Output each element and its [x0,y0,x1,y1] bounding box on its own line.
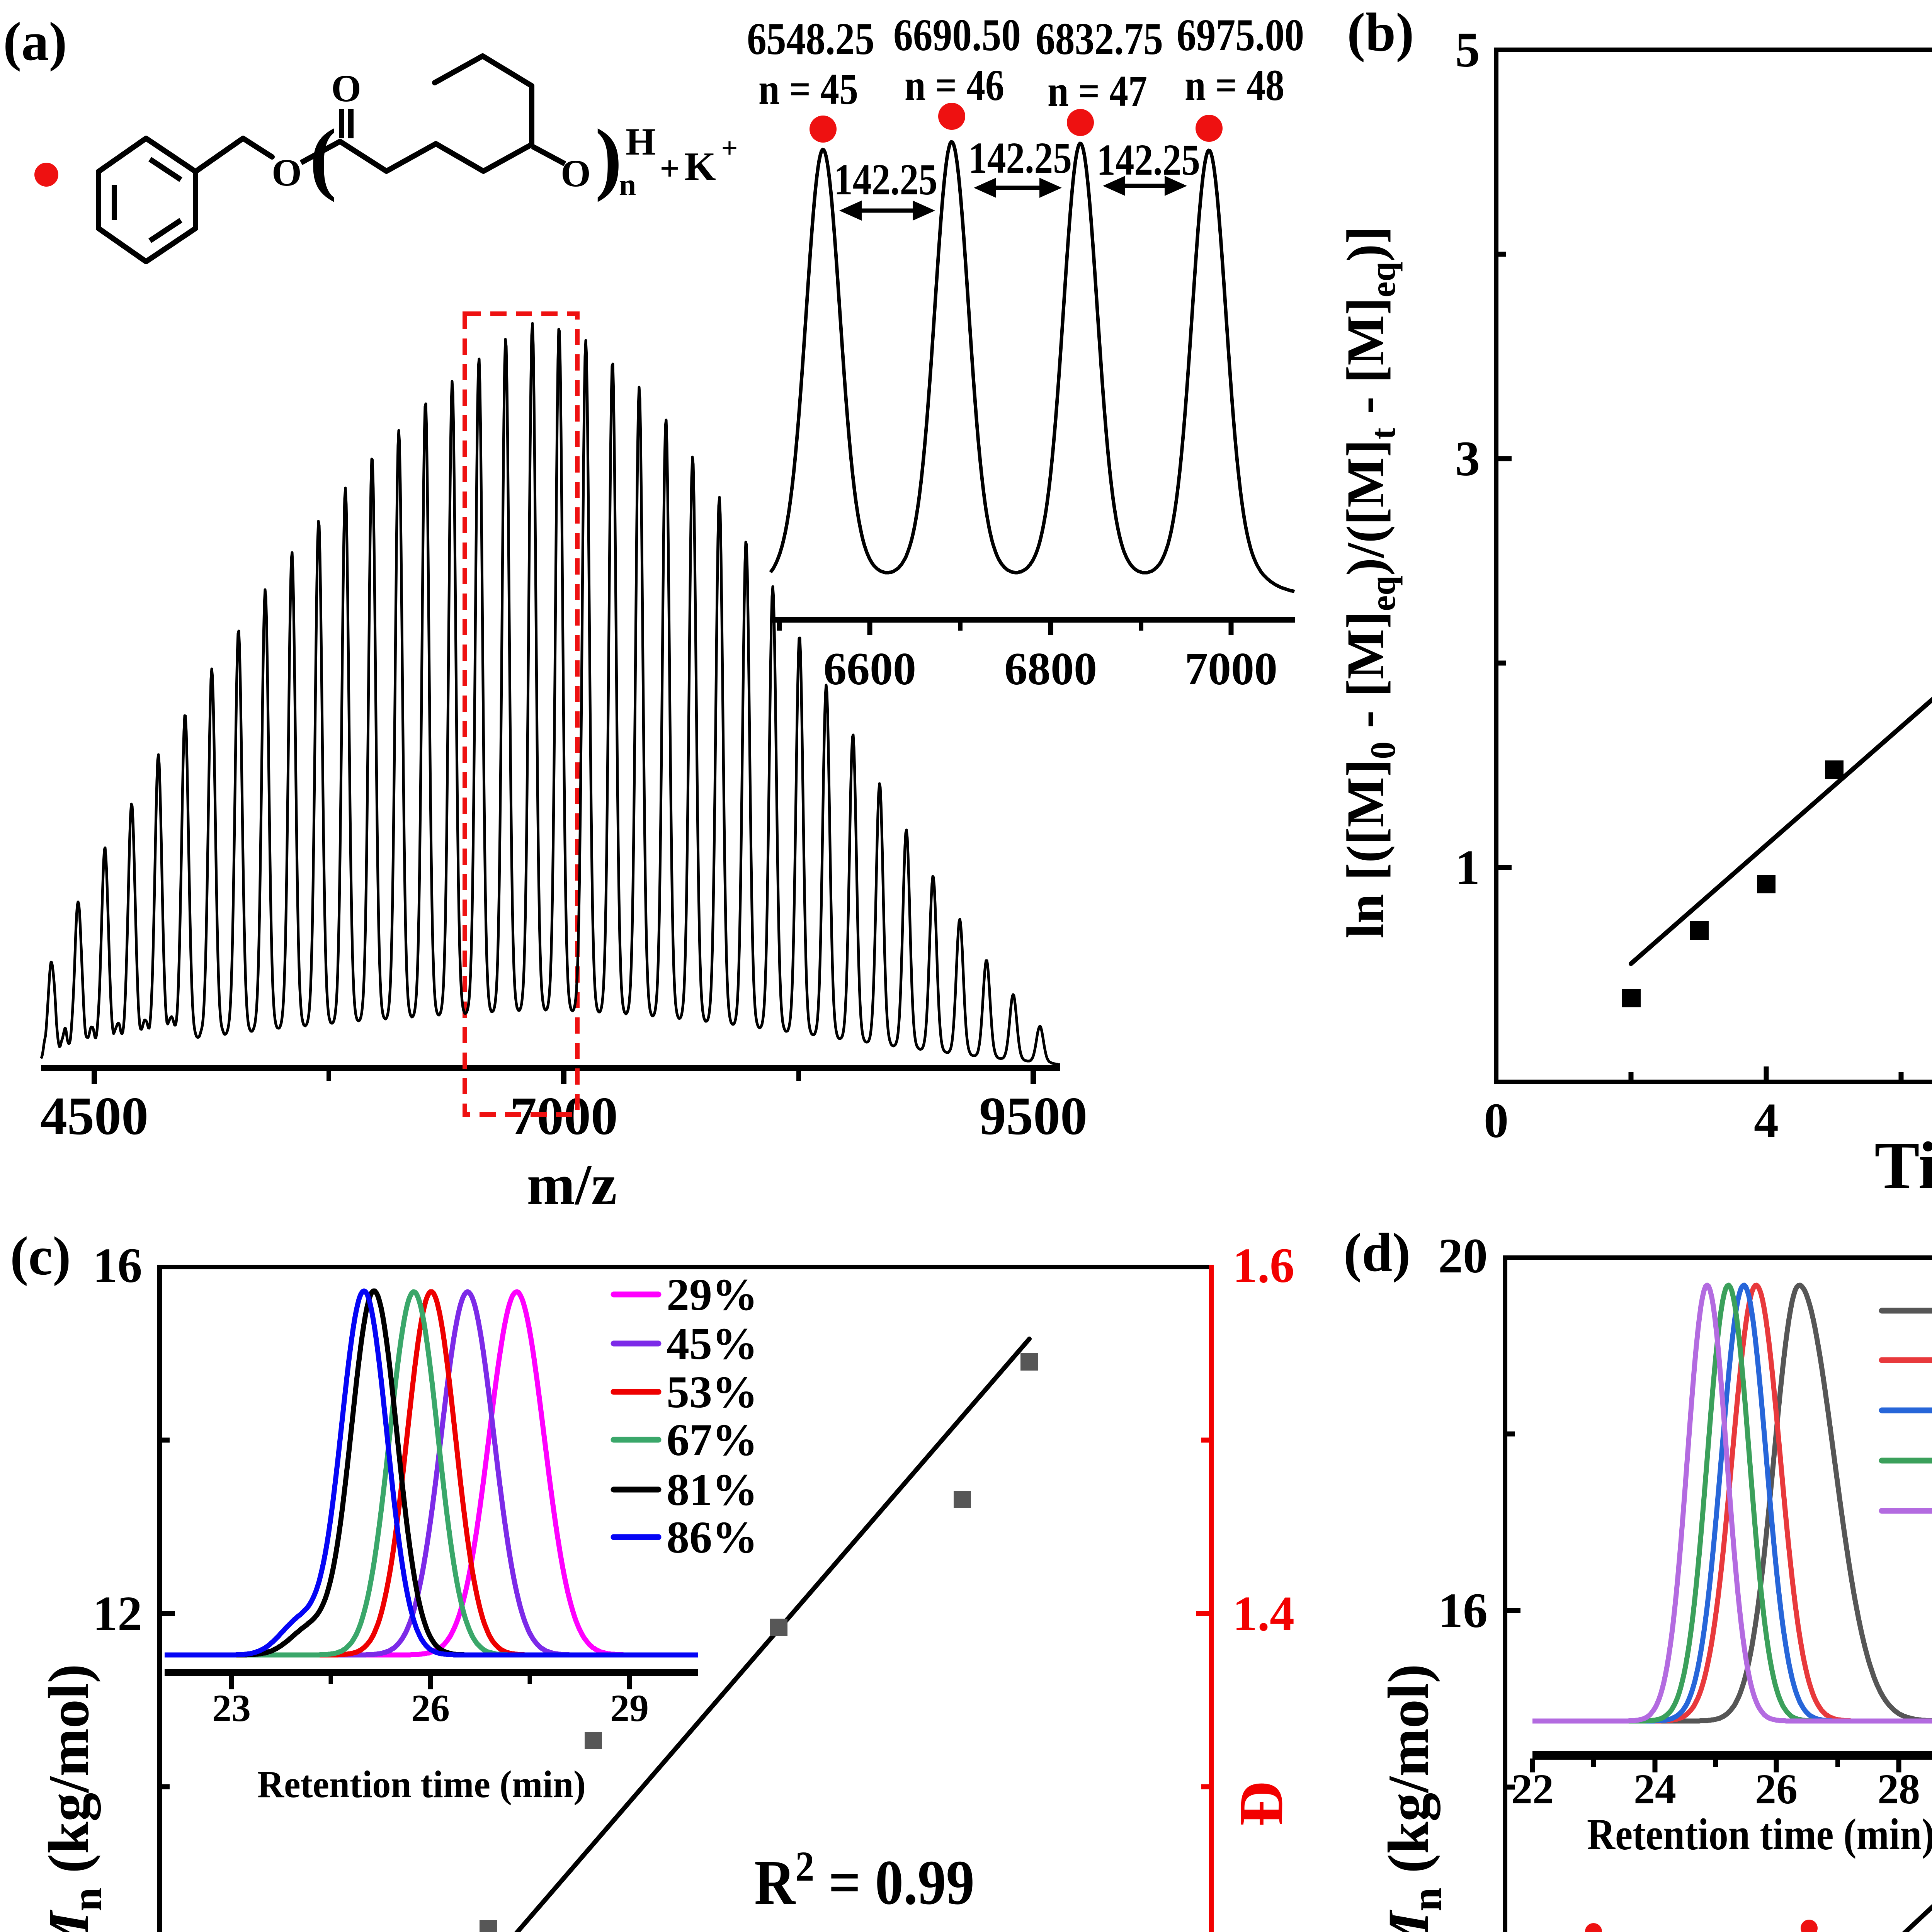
svg-text:53%: 53% [667,1367,758,1417]
svg-text:9500: 9500 [979,1086,1087,1146]
svg-text:142.25: 142.25 [1097,135,1200,184]
svg-text:O: O [272,151,302,194]
svg-text:28: 28 [1878,1765,1920,1813]
svg-text:n = 45: n = 45 [759,65,858,114]
svg-text:3: 3 [1455,431,1480,486]
svg-text:142.25: 142.25 [968,133,1072,182]
svg-text:H: H [626,120,656,163]
svg-text:142.25: 142.25 [834,155,937,204]
svg-text:20: 20 [1438,1228,1488,1283]
svg-text:81%: 81% [667,1464,758,1515]
svg-text:R2 = 0.99: R2 = 0.99 [754,1843,975,1918]
svg-text:(a): (a) [3,11,67,72]
svg-text:26: 26 [411,1687,450,1730]
svg-text:16: 16 [1438,1583,1488,1638]
svg-text:Time (min): Time (min) [1874,1128,1932,1203]
svg-text:0: 0 [1484,1093,1509,1148]
svg-text:26: 26 [1755,1765,1798,1813]
svg-text:4500: 4500 [40,1086,148,1146]
svg-text:Retention time (min): Retention time (min) [1587,1810,1932,1859]
svg-text:(b): (b) [1347,2,1414,63]
svg-text:6600: 6600 [823,643,916,694]
svg-text:6832.75: 6832.75 [1036,14,1163,64]
svg-text:Mn (kg/mol): Mn (kg/mol) [37,1664,111,1932]
svg-text:5: 5 [1455,22,1480,77]
svg-text:6800: 6800 [1004,643,1097,694]
svg-text:1: 1 [1455,840,1480,895]
svg-text:n = 47: n = 47 [1048,66,1147,116]
svg-text:Mn (kg/mol): Mn (kg/mol) [1376,1664,1450,1932]
svg-text:24: 24 [1634,1765,1676,1813]
svg-text:n = 46: n = 46 [905,61,1004,110]
svg-text:29: 29 [610,1687,649,1730]
svg-text:m/z: m/z [527,1153,617,1217]
svg-text:12: 12 [93,1586,142,1641]
svg-text:(: ( [310,113,337,202]
svg-text:): ) [595,113,622,202]
svg-text:4: 4 [1754,1093,1779,1148]
svg-text:29%: 29% [667,1269,758,1320]
svg-text:22: 22 [1511,1765,1554,1813]
svg-text:7000: 7000 [1185,643,1277,694]
svg-text:K: K [684,144,716,189]
svg-text:67%: 67% [667,1415,758,1465]
svg-text:O: O [561,152,591,195]
svg-text:86%: 86% [667,1512,758,1563]
svg-text:45%: 45% [667,1318,758,1369]
svg-text:6975.00: 6975.00 [1177,10,1304,60]
svg-text:6548.25: 6548.25 [747,14,874,64]
svg-text:+: + [721,132,738,164]
svg-text:6690.50: 6690.50 [893,10,1021,60]
svg-text:(d): (d) [1344,1222,1411,1283]
svg-text:n = 48: n = 48 [1185,61,1284,110]
svg-text:+: + [660,150,679,188]
svg-text:1.6: 1.6 [1233,1238,1294,1293]
svg-text:O: O [331,67,361,110]
svg-text:Retention time (min): Retention time (min) [257,1763,586,1806]
svg-text:1.4: 1.4 [1233,1586,1294,1641]
svg-text:23: 23 [212,1687,251,1730]
svg-text:n: n [619,168,636,202]
svg-text:16: 16 [93,1238,142,1293]
svg-text:Đ: Đ [1227,1781,1296,1827]
svg-text:(c): (c) [10,1225,71,1286]
